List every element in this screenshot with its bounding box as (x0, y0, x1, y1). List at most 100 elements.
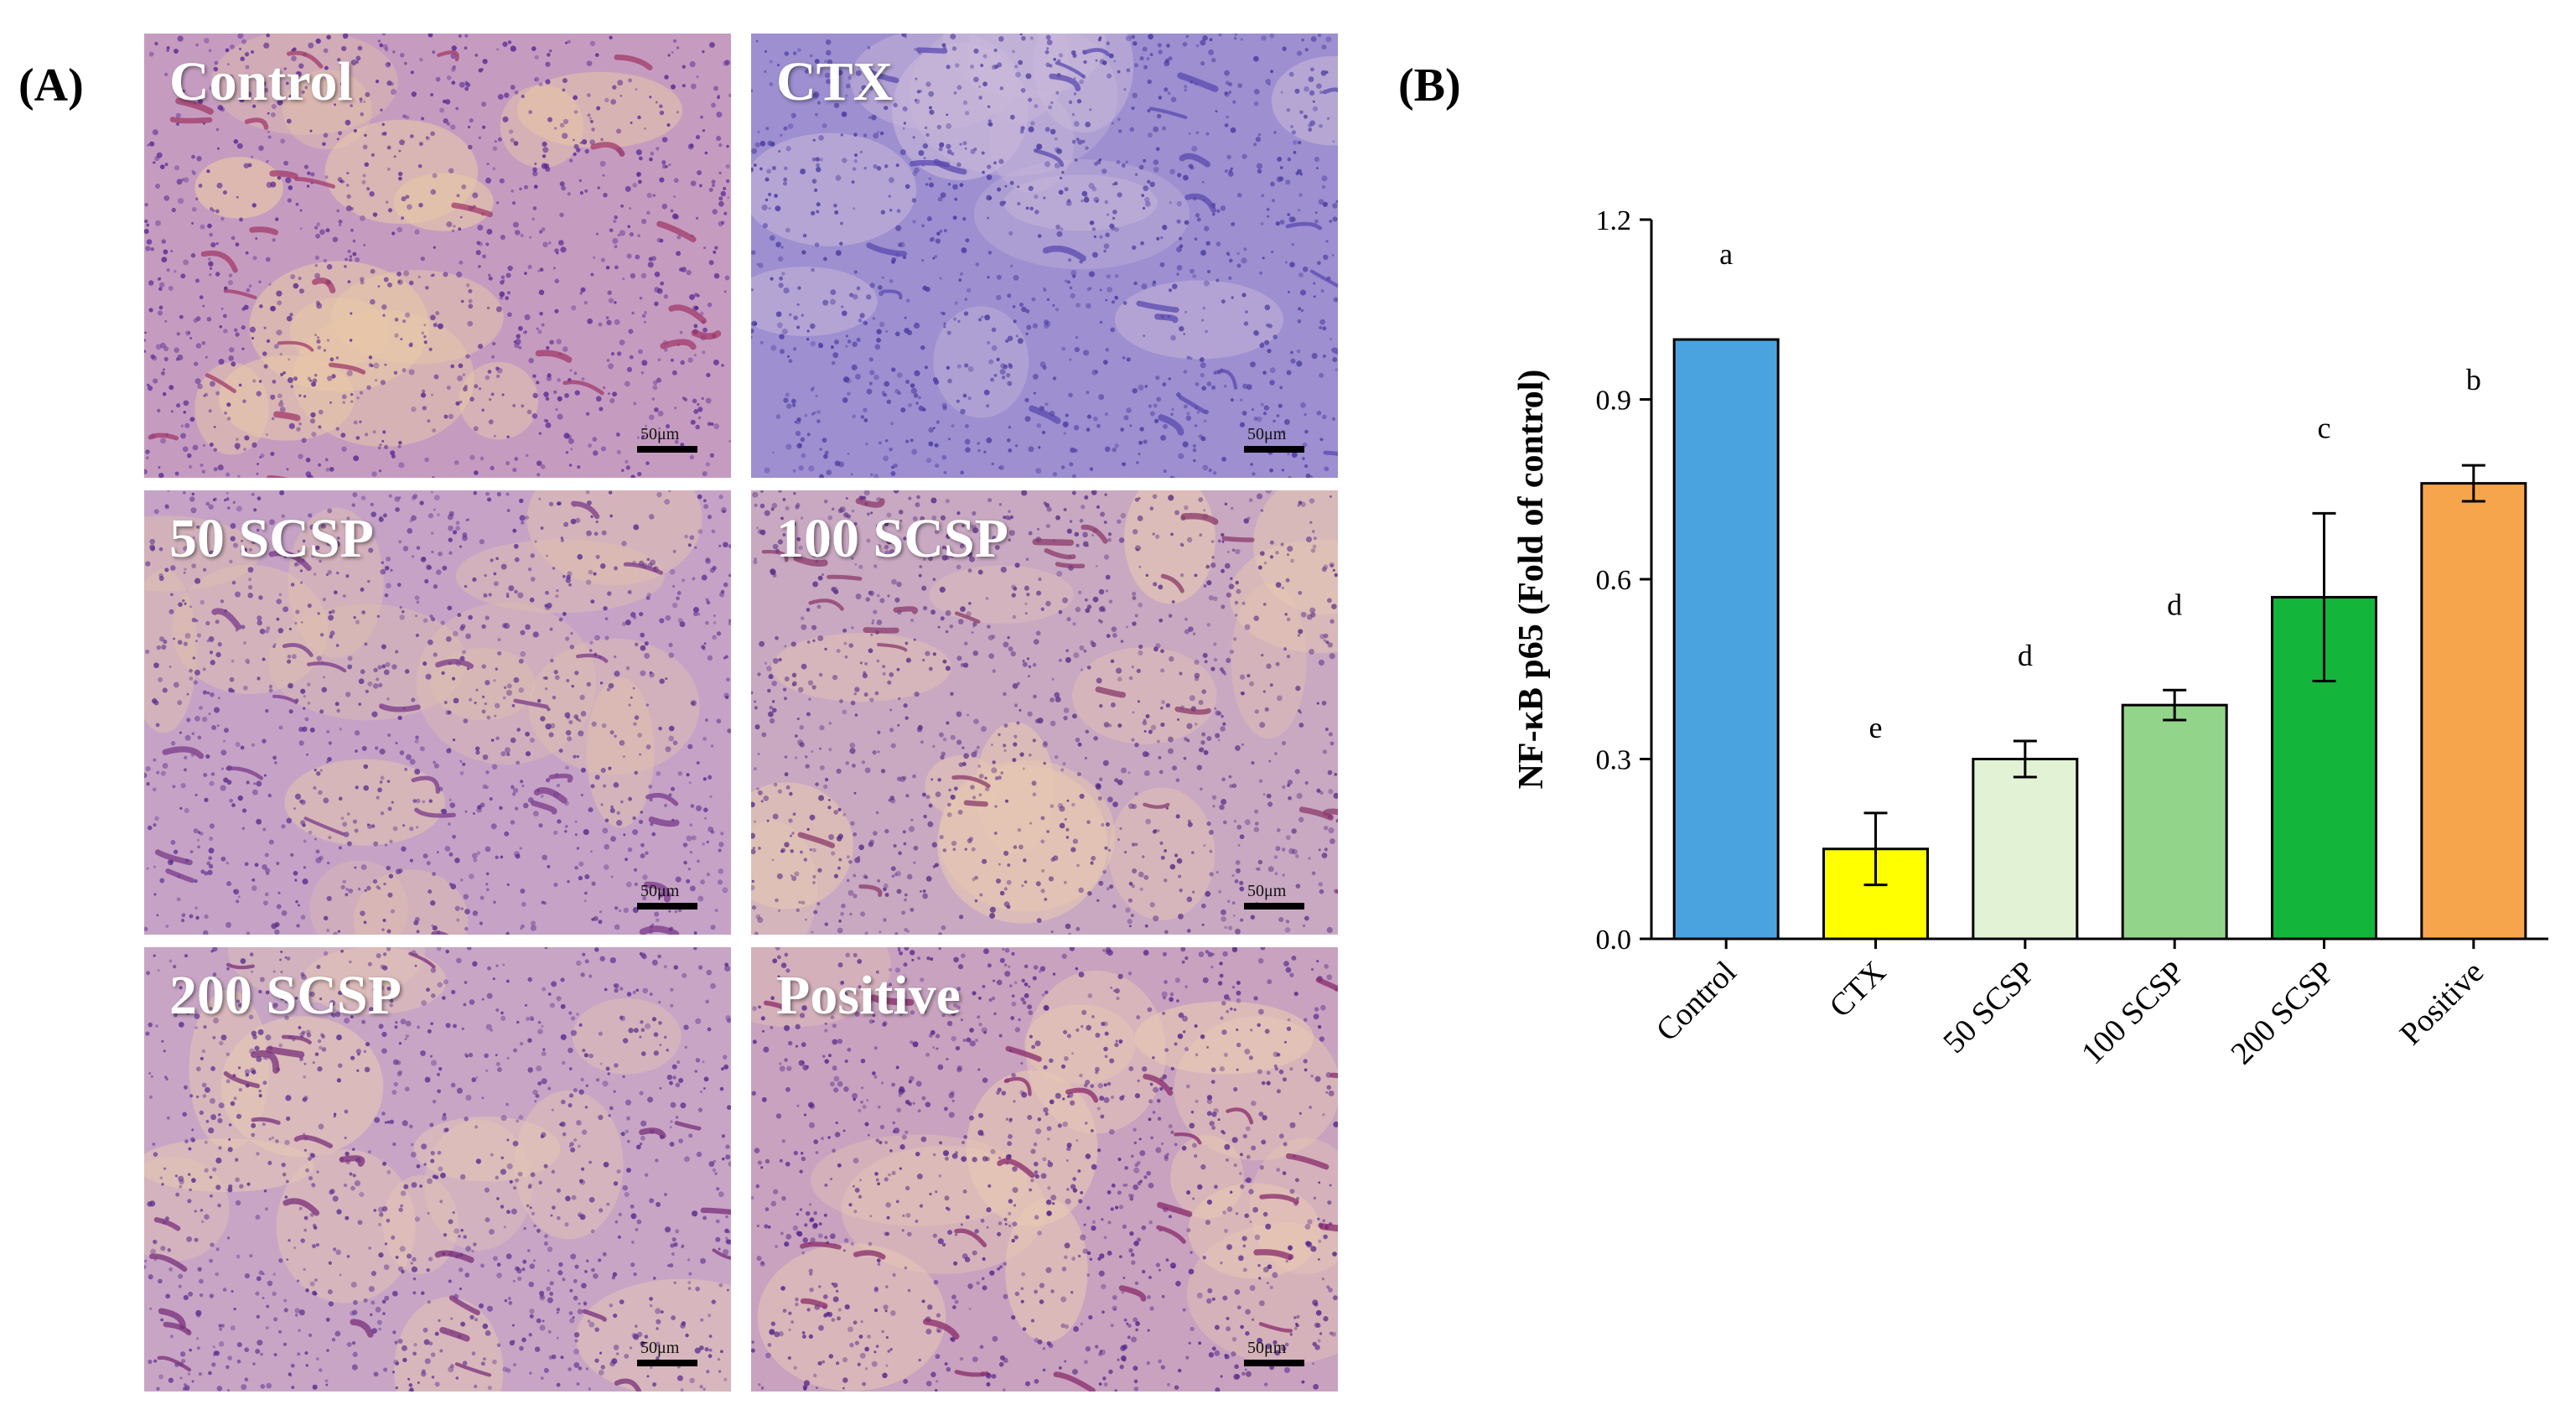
cell-nucleus (657, 410, 664, 417)
cell-nucleus (841, 904, 846, 909)
cell-nucleus (817, 575, 823, 581)
cell-nucleus (837, 866, 841, 870)
cell-nucleus (915, 502, 920, 508)
cell-nucleus (516, 760, 521, 765)
cell-nucleus (424, 578, 429, 583)
cell-nucleus (448, 852, 454, 857)
cell-nucleus (545, 554, 548, 557)
cell-nucleus (315, 300, 320, 306)
cell-nucleus (352, 239, 356, 243)
cell-nucleus (313, 573, 317, 576)
cell-nucleus (159, 636, 165, 642)
cell-nucleus (751, 288, 754, 292)
cell-nucleus (915, 402, 919, 405)
cell-nucleus (226, 63, 231, 66)
micrograph-title: Control (169, 51, 353, 112)
cell-nucleus (1200, 740, 1205, 745)
cell-nucleus (191, 492, 195, 496)
cell-nucleus (952, 215, 957, 220)
cell-nucleus (325, 1317, 330, 1322)
cell-nucleus (759, 140, 766, 147)
cell-nucleus (986, 174, 993, 180)
cell-nucleus (451, 45, 457, 51)
cell-nucleus (500, 563, 507, 570)
cell-nucleus (433, 584, 438, 589)
cell-nucleus (405, 115, 410, 120)
cell-nucleus (983, 389, 990, 396)
cell-nucleus (1129, 127, 1135, 132)
cell-nucleus (346, 812, 350, 816)
cell-nucleus (236, 505, 242, 512)
cell-nucleus (448, 537, 453, 542)
cell-nucleus (1042, 365, 1047, 371)
cell-nucleus (974, 875, 978, 880)
cell-nucleus (499, 291, 505, 298)
cell-nucleus (260, 1384, 266, 1389)
cell-nucleus (1215, 110, 1218, 113)
cell-nucleus (836, 836, 842, 842)
cell-nucleus (252, 256, 257, 261)
cell-nucleus (632, 687, 635, 690)
tissue-region (144, 516, 260, 592)
cell-nucleus (1011, 593, 1016, 598)
cell-nucleus (1298, 629, 1304, 635)
cell-nucleus (1272, 334, 1278, 339)
cell-nucleus (654, 407, 659, 412)
cell-nucleus (397, 540, 402, 544)
cell-nucleus (512, 787, 519, 794)
cell-nucleus (945, 499, 950, 504)
cell-nucleus (276, 599, 282, 604)
tissue-region (1003, 174, 1158, 231)
cell-nucleus (1024, 585, 1029, 591)
cell-nucleus (408, 369, 415, 376)
cell-nucleus (840, 912, 844, 916)
stained-cell (223, 289, 257, 300)
cell-nucleus (317, 336, 320, 339)
cell-nucleus (993, 48, 998, 53)
cell-nucleus (692, 1210, 698, 1217)
cell-nucleus (1160, 649, 1164, 654)
cell-nucleus (1015, 334, 1018, 338)
cell-nucleus (1128, 925, 1132, 928)
cell-nucleus (815, 394, 818, 397)
cell-nucleus (923, 814, 927, 819)
cell-nucleus (1129, 424, 1133, 428)
cell-nucleus (714, 246, 718, 250)
cell-nucleus (714, 1172, 718, 1175)
cell-nucleus (1017, 338, 1024, 345)
cell-nucleus (617, 233, 620, 237)
cell-nucleus (1099, 777, 1103, 781)
cell-nucleus (770, 277, 774, 281)
micrograph-100-scsp: 100 SCSP 50μm (751, 490, 1338, 935)
cell-nucleus (573, 371, 578, 376)
cell-nucleus (417, 275, 421, 278)
cell-nucleus (568, 583, 572, 587)
cell-nucleus (928, 427, 934, 433)
cell-nucleus (1200, 61, 1205, 66)
cell-nucleus (775, 635, 779, 640)
cell-nucleus (1221, 604, 1226, 609)
cell-nucleus (1160, 706, 1164, 710)
cell-nucleus (189, 605, 193, 609)
cell-nucleus (485, 177, 492, 184)
cell-nucleus (242, 399, 246, 403)
cell-nucleus (303, 1062, 307, 1065)
cell-nucleus (981, 151, 985, 155)
cell-nucleus (400, 1204, 403, 1208)
cell-nucleus (450, 1317, 454, 1320)
cell-nucleus (311, 432, 317, 438)
cell-nucleus (940, 754, 945, 760)
cell-nucleus (956, 511, 961, 516)
cell-nucleus (1241, 383, 1248, 389)
cell-nucleus (350, 104, 353, 107)
cell-nucleus (209, 232, 213, 237)
cell-nucleus (913, 322, 920, 329)
cell-nucleus (1286, 370, 1292, 376)
cell-nucleus (999, 200, 1005, 207)
cell-nucleus (1319, 790, 1324, 796)
cell-nucleus (889, 708, 893, 712)
cell-nucleus (827, 806, 832, 810)
cell-nucleus (758, 529, 763, 535)
cell-nucleus (1287, 546, 1293, 552)
cell-nucleus (811, 157, 816, 162)
